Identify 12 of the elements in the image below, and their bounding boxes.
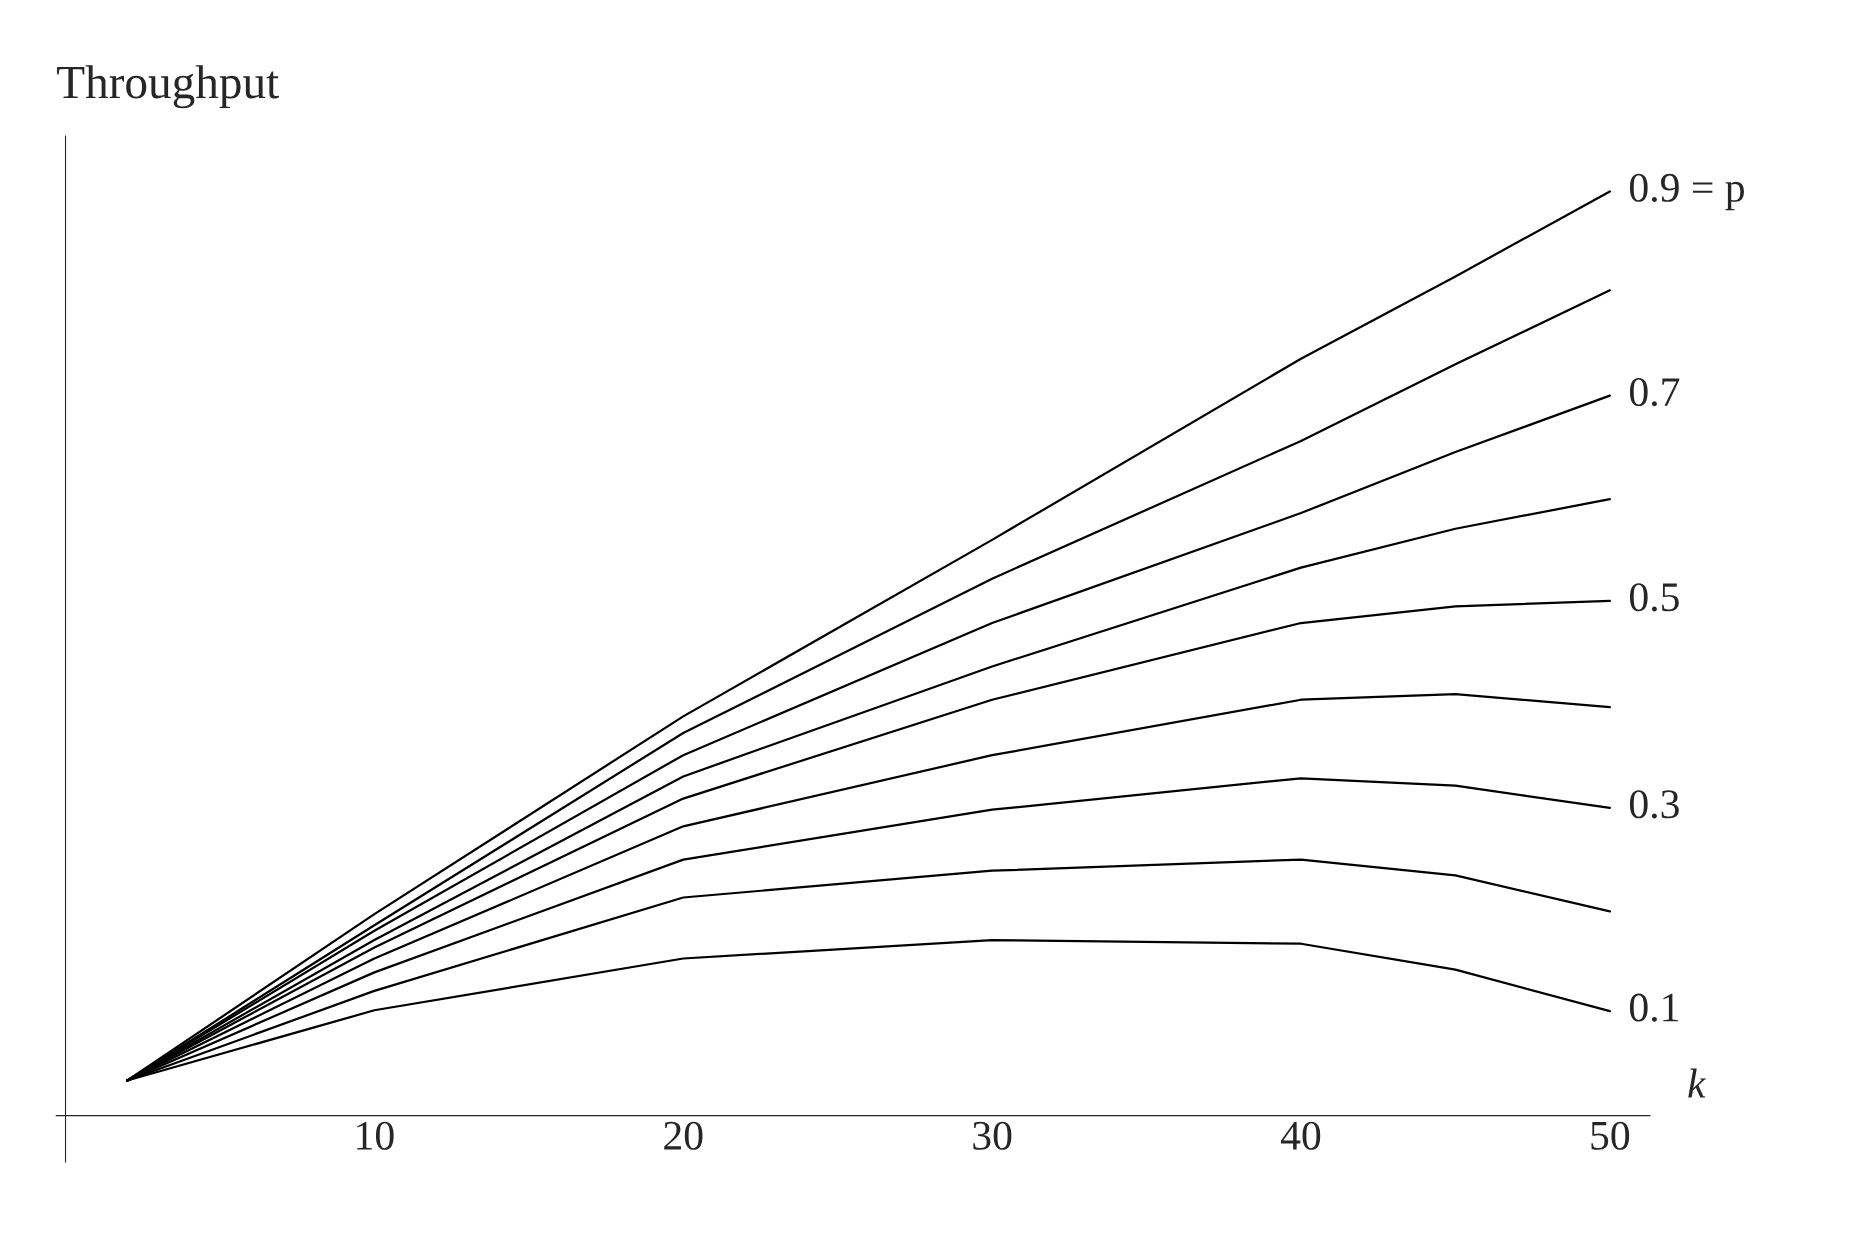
series-label: 0.7 xyxy=(1629,377,1680,407)
series-label: 0.1 xyxy=(1629,993,1678,1022)
x-tick-label: 50 xyxy=(1591,1121,1630,1150)
x-tick-label: 30 xyxy=(973,1121,1012,1150)
y-axis-title: Throughput xyxy=(57,65,279,109)
x-tick-label: 20 xyxy=(664,1121,703,1150)
series-label: 0.5 xyxy=(1629,583,1679,612)
x-tick-label: 40 xyxy=(1280,1121,1321,1150)
x-tick-label: 10 xyxy=(357,1121,394,1150)
x-axis-title: k xyxy=(1688,1068,1707,1098)
series-label: 0.3 xyxy=(1629,790,1679,819)
series-label: 0.9 = p xyxy=(1629,173,1744,211)
